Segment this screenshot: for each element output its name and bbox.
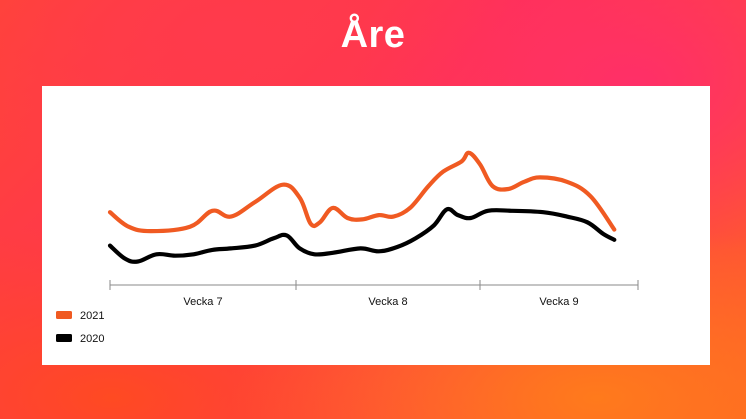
x-tick-label: Vecka 7 bbox=[183, 296, 222, 308]
x-axis: Vecka 7 Vecka 8 Vecka 9 bbox=[109, 280, 639, 308]
x-tick-label: Vecka 9 bbox=[539, 296, 578, 308]
legend: 2021 2020 bbox=[56, 310, 104, 345]
chart-card: Vecka 7 Vecka 8 Vecka 9 2021 2020 bbox=[42, 86, 710, 365]
legend-label-2021: 2021 bbox=[80, 310, 104, 322]
x-tick-label: Vecka 8 bbox=[368, 296, 407, 308]
series-line-2020 bbox=[107, 206, 617, 264]
page-title: Åre bbox=[340, 14, 406, 56]
series-line-2021 bbox=[107, 150, 617, 234]
legend-swatch-2021 bbox=[56, 311, 72, 319]
legend-label-2020: 2020 bbox=[80, 333, 104, 345]
legend-swatch-2020 bbox=[56, 334, 72, 342]
series-layer bbox=[107, 150, 617, 264]
line-chart: Vecka 7 Vecka 8 Vecka 9 2021 2020 bbox=[56, 150, 639, 345]
